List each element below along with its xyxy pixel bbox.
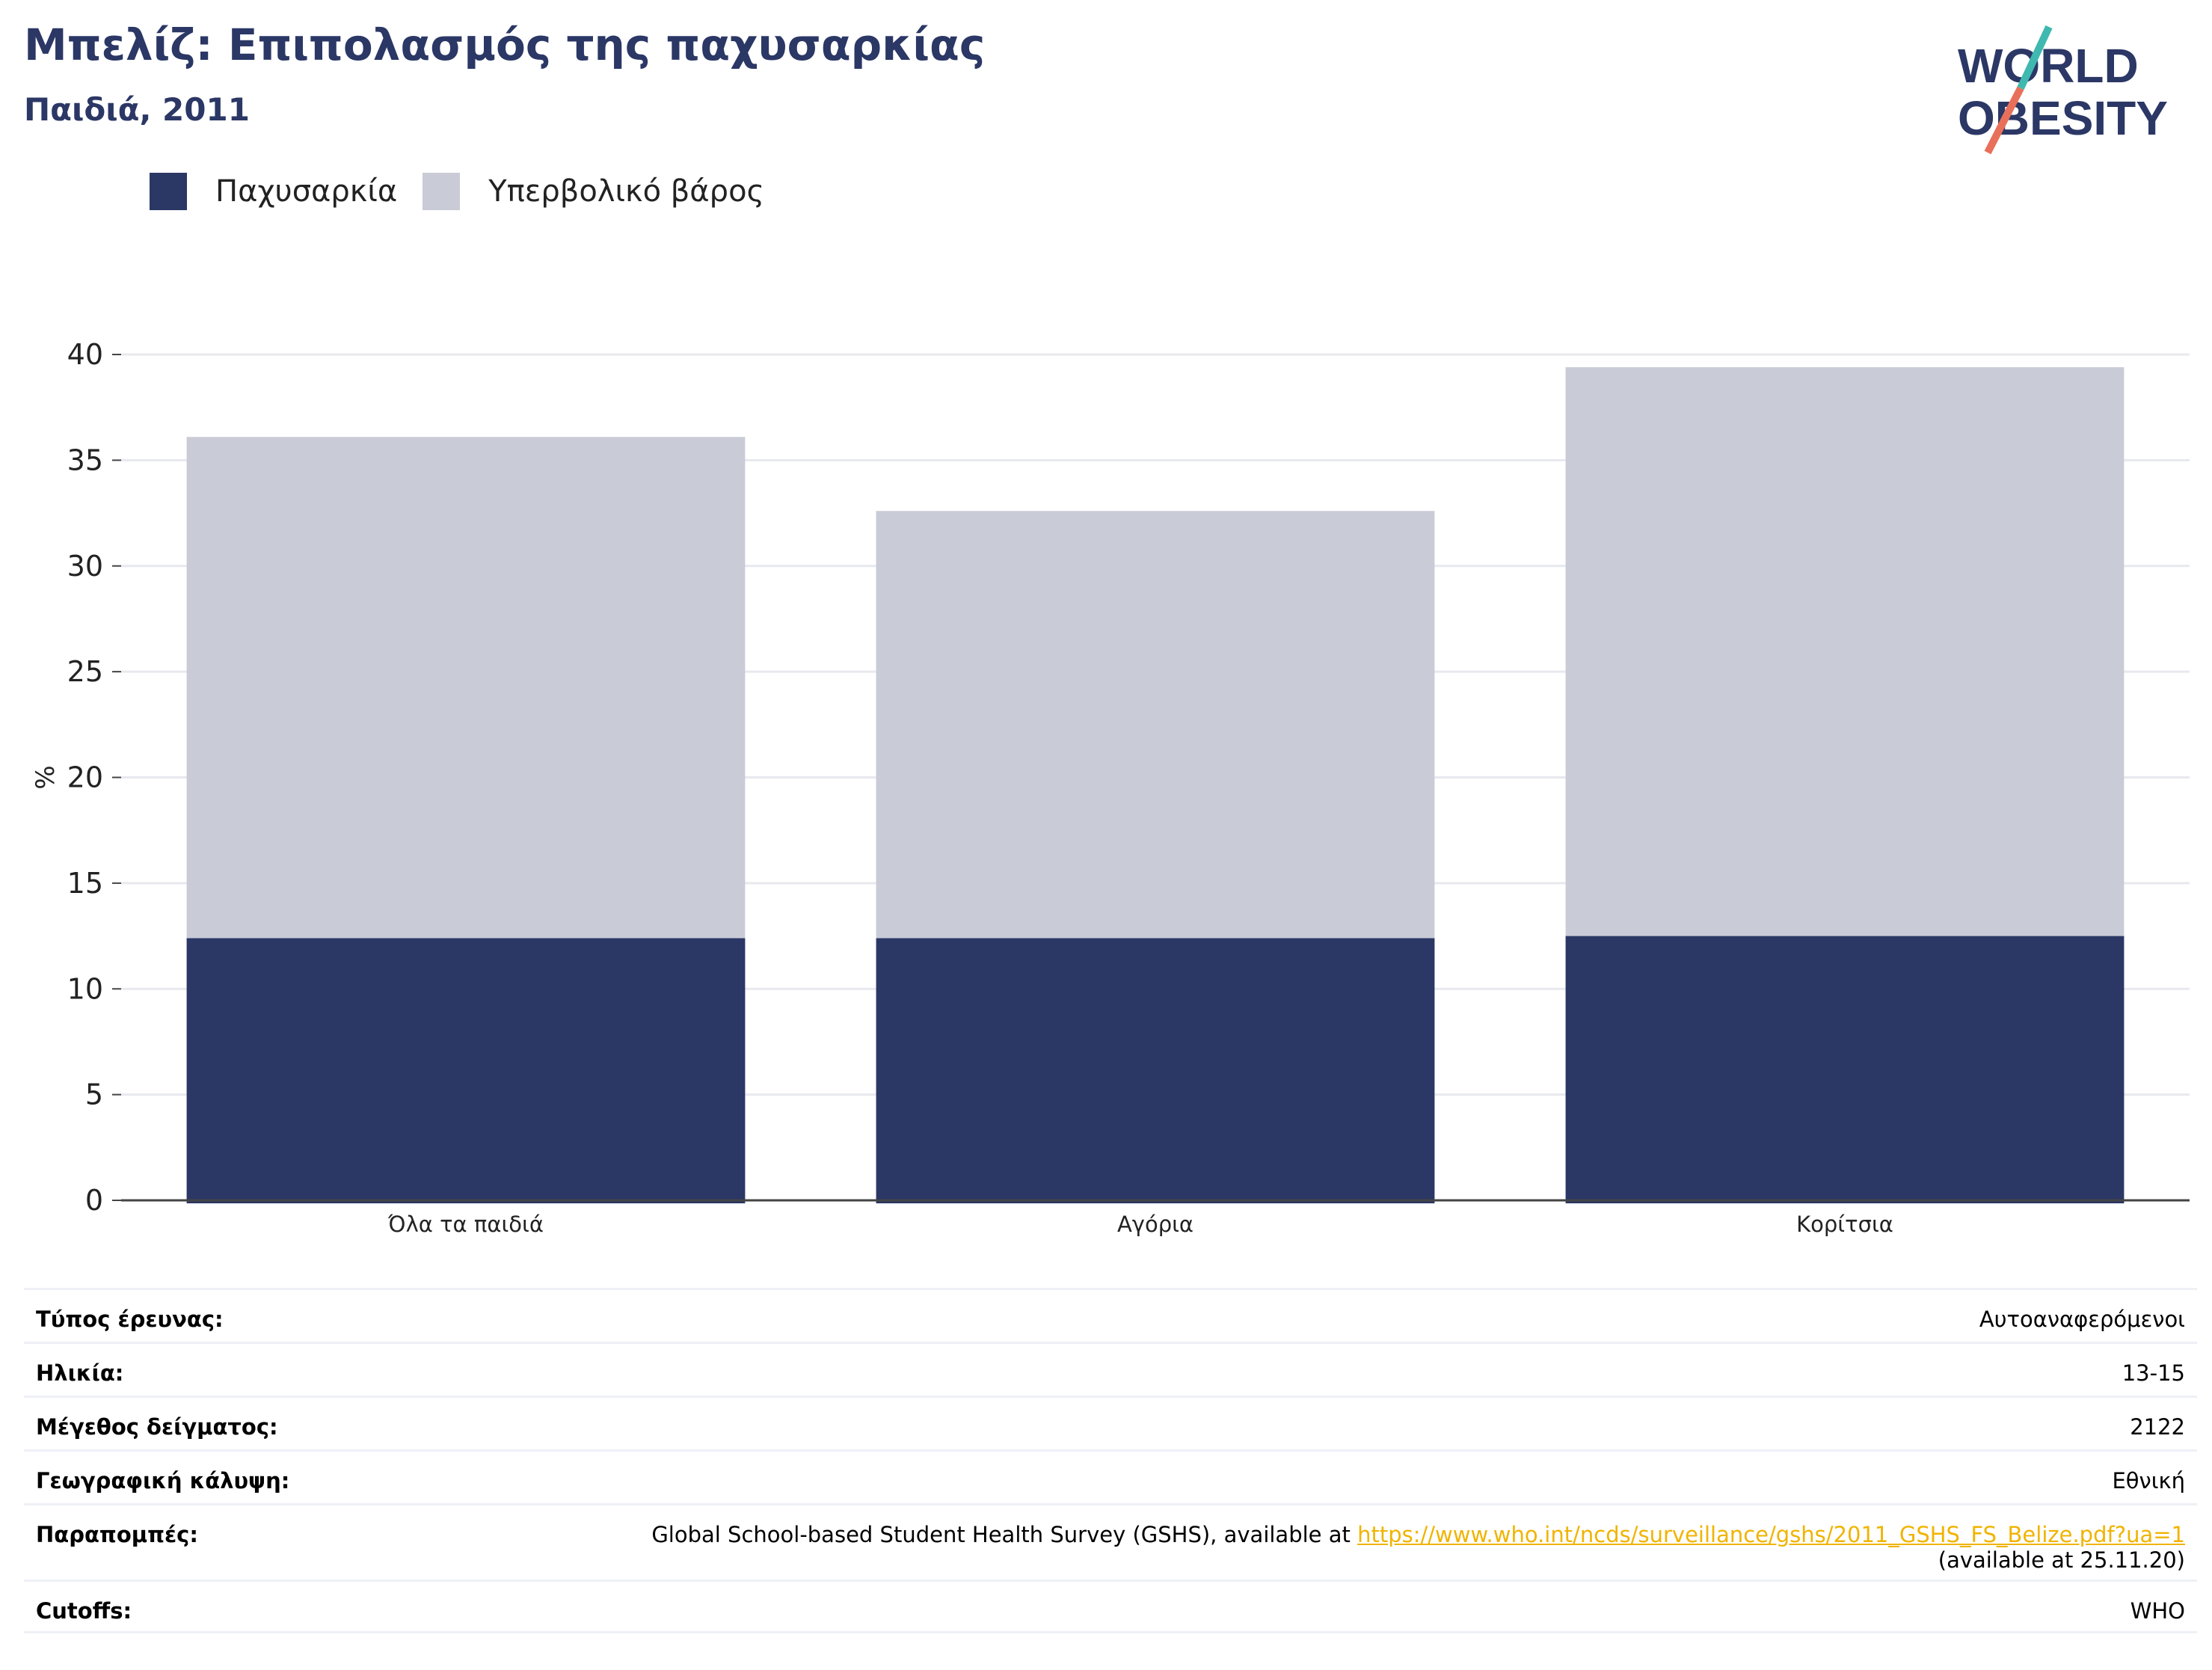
x-tick-label: Όλα τα παιδιά — [387, 1212, 544, 1237]
y-tick-label: 30 — [67, 550, 103, 583]
legend-label-overweight: Υπερβολικό βάρος — [488, 174, 765, 209]
stacked-bar-chart: 0 5 10 15 20 25 30 35 40% Όλα τα παιδιά Αγόρια Κορί… — [31, 338, 2190, 1237]
survey-info-table: Τύπος έρευνας: Αυτοαναφερόμενοι Ηλικία: 13-… — [24, 1288, 2197, 1633]
info-label: Cutoffs: — [36, 1598, 132, 1624]
legend-item-overweight[interactable]: Υπερβολικό βάρος — [423, 173, 764, 210]
bar-obesity — [186, 938, 746, 1203]
y-tick-label: 40 — [67, 338, 103, 371]
info-value: WHO — [2130, 1598, 2185, 1624]
bar-overweight — [186, 437, 746, 939]
y-axis-label: % — [31, 765, 61, 789]
y-tick-label: 25 — [67, 655, 103, 688]
bar-obesity — [1565, 936, 2125, 1203]
legend-label-obesity: Παχυσαρκία — [215, 174, 398, 209]
bar-overweight — [1565, 366, 2125, 936]
info-row: Μέγεθος δείγματος: 2122 — [24, 1396, 2197, 1449]
legend-swatch-obesity — [150, 173, 187, 210]
info-row: Παραπομπές: Global School-based Student H… — [24, 1503, 2197, 1580]
info-value: Εθνική — [2112, 1468, 2185, 1494]
chart-legend: Παχυσαρκία Υπερβολικό βάρος — [150, 169, 790, 214]
legend-item-obesity[interactable]: Παχυσαρκία — [150, 173, 397, 210]
info-row: Γεωγραφική κάλυψη: Εθνική — [24, 1449, 2197, 1503]
y-tick-label: 35 — [67, 443, 103, 476]
info-label: Μέγεθος δείγματος: — [36, 1414, 278, 1440]
world-obesity-logo: WORLD OBESITY — [1958, 25, 2168, 155]
info-label: Παραπομπές: — [36, 1522, 198, 1547]
x-tick-label: Αγόρια — [1117, 1212, 1193, 1237]
info-row: Cutoffs: WHO — [24, 1580, 2197, 1633]
info-row: Τύπος έρευνας: Αυτοαναφερόμενοι — [24, 1288, 2197, 1342]
page-subtitle: Παιδιά, 2011 — [24, 91, 250, 128]
info-row: Ηλικία: 13-15 — [24, 1342, 2197, 1396]
info-label: Ηλικία: — [36, 1360, 124, 1386]
y-tick-label: 0 — [85, 1184, 103, 1217]
reference-link[interactable]: https://www.who.int/ncds/surveillance/gs… — [1357, 1522, 2185, 1547]
info-value: Global School-based Student Health Surve… — [651, 1522, 2185, 1573]
y-tick-label: 5 — [85, 1078, 103, 1111]
info-value: 13-15 — [2122, 1360, 2185, 1386]
svg-text:WORLD: WORLD — [1958, 39, 2139, 93]
info-label: Τύπος έρευνας: — [36, 1307, 224, 1332]
info-label: Γεωγραφική κάλυψη: — [36, 1468, 290, 1494]
info-value: Αυτοαναφερόμενοι — [1979, 1307, 2185, 1332]
page-title: Μπελίζ: Επιπολασμός της παχυσαρκίας — [24, 19, 986, 70]
reference-note: (available at 25.11.20) — [1938, 1547, 2185, 1573]
y-tick-label: 15 — [67, 867, 103, 900]
bar-overweight — [876, 511, 1435, 939]
y-tick-label: 20 — [67, 761, 103, 794]
legend-swatch-overweight — [423, 173, 461, 210]
x-tick-label: Κορίτσια — [1796, 1212, 1893, 1237]
bar-obesity — [876, 938, 1435, 1203]
y-tick-label: 10 — [67, 972, 103, 1005]
info-value: 2122 — [2130, 1414, 2185, 1440]
